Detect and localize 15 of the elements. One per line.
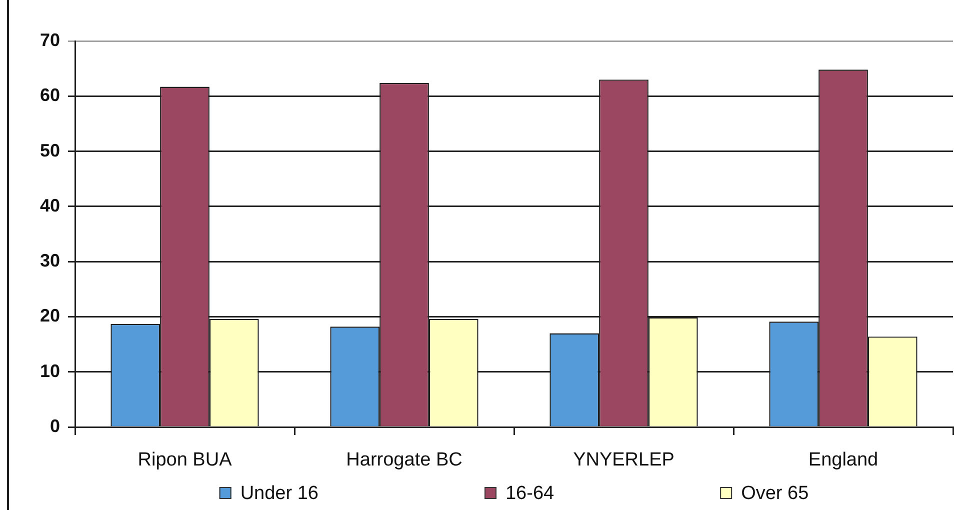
legend-label: Under 16 bbox=[240, 483, 318, 504]
y-tick-label: 50 bbox=[40, 140, 60, 160]
y-tick-label: 0 bbox=[50, 416, 60, 436]
y-tick-label: 60 bbox=[40, 85, 60, 106]
y-tick-label: 40 bbox=[40, 195, 60, 216]
x-tick-label: Ripon BUA bbox=[138, 450, 232, 471]
x-tick-label: England bbox=[808, 450, 878, 471]
legend-label: 16-64 bbox=[505, 483, 555, 504]
y-tick-label: 10 bbox=[40, 360, 60, 381]
y-tick-label: 70 bbox=[40, 30, 60, 50]
x-tick-label: Harrogate BC bbox=[346, 450, 462, 471]
y-tick-label: 20 bbox=[40, 306, 60, 326]
x-tick-label: YNYERLEP bbox=[573, 450, 674, 471]
legend-label: Over 65 bbox=[741, 483, 809, 504]
y-tick-label: 30 bbox=[40, 250, 60, 271]
